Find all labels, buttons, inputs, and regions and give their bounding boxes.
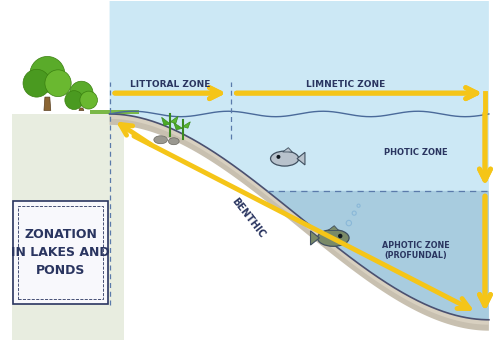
Text: APHOTIC ZONE
(PROFUNDAL): APHOTIC ZONE (PROFUNDAL)	[382, 241, 450, 260]
Polygon shape	[297, 152, 305, 165]
Circle shape	[65, 91, 84, 109]
Polygon shape	[110, 114, 489, 331]
Polygon shape	[90, 109, 139, 114]
Text: BENTHIC: BENTHIC	[230, 196, 267, 240]
Ellipse shape	[318, 229, 349, 246]
Circle shape	[70, 81, 93, 105]
Ellipse shape	[154, 136, 168, 144]
Text: LITTORAL ZONE: LITTORAL ZONE	[130, 80, 210, 89]
FancyBboxPatch shape	[13, 201, 108, 305]
Polygon shape	[328, 226, 338, 231]
Circle shape	[23, 69, 50, 97]
Text: ZONATION
IN LAKES AND
PONDS: ZONATION IN LAKES AND PONDS	[11, 228, 110, 277]
Circle shape	[276, 155, 280, 159]
Ellipse shape	[168, 138, 179, 145]
Polygon shape	[174, 123, 182, 130]
Text: LIMNETIC ZONE: LIMNETIC ZONE	[306, 80, 385, 89]
Circle shape	[45, 70, 71, 97]
Polygon shape	[182, 122, 190, 128]
Polygon shape	[267, 191, 489, 320]
Polygon shape	[44, 97, 51, 110]
Circle shape	[30, 57, 65, 92]
Polygon shape	[12, 114, 124, 340]
Polygon shape	[110, 114, 489, 325]
Circle shape	[338, 234, 342, 238]
Polygon shape	[310, 231, 320, 245]
Ellipse shape	[270, 151, 299, 166]
Polygon shape	[110, 0, 489, 320]
Circle shape	[80, 91, 98, 109]
Text: PHOTIC ZONE: PHOTIC ZONE	[384, 148, 448, 157]
Polygon shape	[79, 108, 84, 110]
Polygon shape	[282, 148, 292, 152]
Polygon shape	[162, 117, 170, 125]
Polygon shape	[170, 116, 178, 124]
